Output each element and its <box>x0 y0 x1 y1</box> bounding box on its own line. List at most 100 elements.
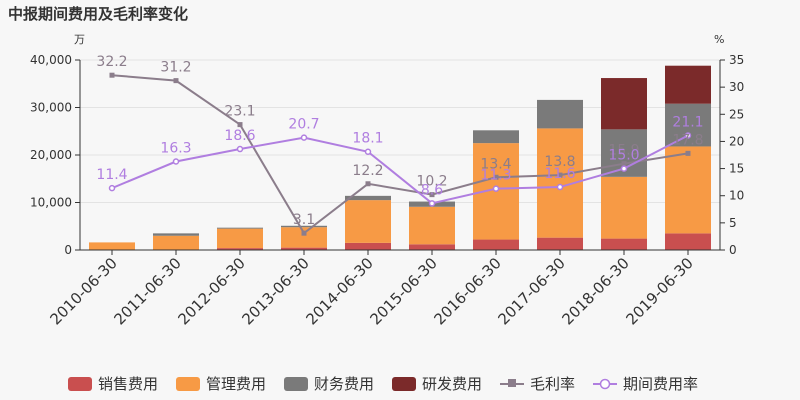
bar-segment <box>217 228 263 249</box>
data-point <box>428 200 436 207</box>
data-label: 16.3 <box>160 141 191 157</box>
right-tick-label: 5 <box>729 216 737 230</box>
bar-segment <box>153 235 199 250</box>
left-tick-label: 20,000 <box>30 148 72 162</box>
x-tick-label: 2013-06-30 <box>238 254 312 328</box>
left-tick-label: 40,000 <box>30 53 72 67</box>
data-label: 17.8 <box>672 132 703 148</box>
bar-segment <box>89 242 135 250</box>
legend-label: 管理费用 <box>206 375 266 393</box>
bar-segment <box>217 227 263 229</box>
data-point <box>556 183 564 191</box>
line-series <box>108 72 692 236</box>
data-point <box>237 122 243 128</box>
bar-segment <box>153 233 199 236</box>
bar-segment <box>665 146 711 234</box>
data-label: 21.1 <box>672 114 703 130</box>
bar-segment <box>537 237 583 250</box>
data-label: 11.3 <box>480 168 511 184</box>
data-label: 18.1 <box>352 131 383 147</box>
bar-segment <box>665 65 711 104</box>
data-point <box>620 165 628 172</box>
data-label: 8.6 <box>421 182 443 198</box>
legend-swatch <box>284 377 308 391</box>
legend-label: 毛利率 <box>530 375 575 393</box>
data-point <box>364 148 372 155</box>
data-point <box>492 185 500 192</box>
data-point <box>557 172 563 178</box>
data-label: 15.0 <box>608 148 639 164</box>
left-tick-label: 10,000 <box>30 196 72 210</box>
data-point <box>109 72 115 78</box>
legend-swatch <box>176 377 200 391</box>
right-tick-label: 15 <box>729 162 744 176</box>
data-labels: 32.2 31.2 23.1 3.1 12.2 10.2 13.4 13.8 15.9 17.8 1… <box>96 54 703 228</box>
chart-title: 中报期间费用及毛利率变化 <box>8 5 188 23</box>
series-line <box>111 74 689 235</box>
bar-segment <box>473 239 519 250</box>
left-tick-label: 0 <box>64 243 72 257</box>
legend: 销售费用 管理费用 财务费用 研发费用 毛利率 期间费用率 <box>68 375 698 393</box>
data-point <box>685 150 691 156</box>
data-label: 23.1 <box>224 104 255 120</box>
bar-segment <box>601 78 647 130</box>
right-unit-label: % <box>714 33 724 46</box>
x-tick-label: 2012-06-30 <box>174 254 248 328</box>
bar-segment <box>345 242 391 250</box>
bar-segment <box>281 227 327 248</box>
x-tick-label: 2019-06-30 <box>622 254 696 328</box>
data-point <box>172 158 180 165</box>
x-tick-label: 2015-06-30 <box>366 254 440 328</box>
right-tick-label: 25 <box>729 107 744 121</box>
data-label: 20.7 <box>288 117 319 133</box>
bar-segment <box>665 103 711 147</box>
legend-marker <box>508 379 516 387</box>
right-tick-label: 10 <box>729 189 744 203</box>
data-point <box>300 134 308 141</box>
legend-label: 研发费用 <box>422 375 482 393</box>
legend-label: 销售费用 <box>98 375 158 393</box>
x-tick-label: 2016-06-30 <box>430 254 504 328</box>
data-point <box>301 230 307 236</box>
data-point <box>365 181 371 187</box>
data-label: 3.1 <box>293 212 315 228</box>
right-tick-label: 0 <box>729 243 737 257</box>
data-label: 13.4 <box>480 156 511 172</box>
left-unit-label: 万 <box>74 33 85 46</box>
bar-segment <box>473 130 519 144</box>
bar-segment <box>281 247 327 250</box>
data-point <box>173 78 179 84</box>
x-tick-label: 2018-06-30 <box>558 254 632 328</box>
data-point <box>684 132 692 139</box>
bar-segment <box>601 238 647 250</box>
legend-label: 期间费用率 <box>623 375 698 393</box>
data-label: 31.2 <box>160 60 191 76</box>
left-tick-label: 30,000 <box>30 101 72 115</box>
data-label: 11.4 <box>96 167 127 183</box>
data-label: 12.2 <box>352 163 383 179</box>
data-label: 15.9 <box>608 143 639 159</box>
bar-segment <box>409 244 455 250</box>
data-point <box>429 192 435 198</box>
data-point <box>493 174 499 180</box>
right-tick-label: 30 <box>729 80 744 94</box>
x-tick-label: 2014-06-30 <box>302 254 376 328</box>
right-tick-label: 20 <box>729 134 744 148</box>
data-label: 18.6 <box>224 128 255 144</box>
bar-segment <box>601 176 647 239</box>
x-tick-label: 2010-06-30 <box>46 254 120 328</box>
bar-segment <box>217 248 263 250</box>
bar-segment <box>345 195 391 201</box>
legend-swatch <box>68 377 92 391</box>
bar-segment <box>665 233 711 250</box>
x-tick-label: 2017-06-30 <box>494 254 568 328</box>
bar-segment <box>281 225 327 228</box>
bar-segment <box>537 99 583 129</box>
legend-marker <box>599 378 611 390</box>
data-point <box>108 184 116 192</box>
series-line <box>111 134 689 205</box>
data-label: 13.8 <box>544 154 575 170</box>
data-point <box>621 161 627 167</box>
data-label: 11.6 <box>544 166 575 182</box>
